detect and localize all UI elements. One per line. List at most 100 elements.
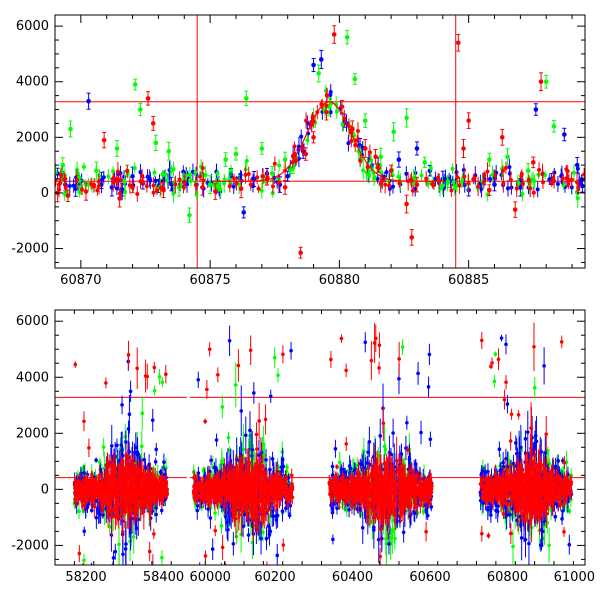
bottom-point bbox=[542, 364, 546, 368]
bottom-point bbox=[525, 430, 530, 434]
top-point bbox=[97, 173, 102, 178]
top-point bbox=[144, 184, 149, 189]
bottom-point bbox=[82, 419, 86, 424]
top-point bbox=[334, 109, 339, 114]
bottom-point bbox=[504, 342, 508, 347]
bottom-point bbox=[259, 450, 264, 455]
bottom-point bbox=[280, 509, 285, 513]
top-point bbox=[130, 173, 135, 179]
top-point bbox=[138, 107, 143, 112]
top-point bbox=[505, 154, 510, 160]
top-point bbox=[212, 189, 218, 194]
top-point bbox=[152, 170, 157, 175]
top-point bbox=[503, 165, 508, 170]
top-point bbox=[140, 173, 145, 178]
top-point bbox=[572, 170, 577, 175]
bottom-point bbox=[212, 465, 217, 470]
top-point bbox=[562, 132, 567, 137]
bottom-point bbox=[330, 473, 335, 477]
top-series-0 bbox=[55, 49, 585, 219]
bottom-point bbox=[376, 537, 381, 542]
bottom-point bbox=[117, 567, 121, 571]
top-point bbox=[86, 98, 91, 104]
bottom-point bbox=[429, 505, 434, 509]
top-point bbox=[391, 184, 396, 189]
top-point bbox=[160, 172, 165, 177]
top-point bbox=[445, 179, 451, 185]
bottom-point bbox=[360, 525, 365, 530]
top-point bbox=[173, 182, 178, 187]
top-point bbox=[574, 162, 580, 168]
bottom-point bbox=[153, 459, 158, 464]
bottom-point bbox=[378, 434, 383, 438]
top-series-1 bbox=[55, 30, 580, 223]
bottom-point bbox=[391, 431, 395, 435]
bottom-point bbox=[117, 542, 121, 547]
bottom-point bbox=[94, 515, 99, 520]
top-plot-area bbox=[55, 15, 585, 268]
top-point bbox=[355, 138, 360, 143]
top-point bbox=[388, 168, 394, 173]
top-point bbox=[476, 184, 481, 189]
top-point bbox=[169, 168, 174, 173]
bottom-point bbox=[501, 460, 505, 465]
top-point bbox=[487, 157, 492, 162]
bottom-point bbox=[111, 556, 116, 560]
bottom-point bbox=[82, 471, 86, 475]
top-point bbox=[151, 190, 156, 195]
bottom-point bbox=[94, 458, 98, 462]
top-point bbox=[566, 178, 571, 183]
top-point bbox=[528, 186, 533, 191]
bottom-point bbox=[400, 345, 405, 349]
bottom-point bbox=[499, 336, 504, 340]
top-point bbox=[246, 171, 251, 176]
bottom-point bbox=[82, 529, 87, 534]
bottom-point bbox=[341, 501, 345, 506]
bottom-point bbox=[505, 402, 510, 406]
top-point bbox=[424, 176, 429, 181]
top-point bbox=[456, 40, 461, 46]
top-point bbox=[431, 183, 436, 188]
top-point bbox=[171, 191, 176, 196]
bottom-point bbox=[97, 506, 101, 511]
top-point bbox=[472, 175, 477, 180]
bottom-point bbox=[486, 469, 490, 474]
top-point bbox=[215, 171, 220, 176]
top-point bbox=[256, 186, 261, 191]
top-point bbox=[184, 173, 189, 178]
bottom-point bbox=[239, 532, 243, 537]
top-point bbox=[282, 185, 288, 190]
top-point bbox=[521, 181, 526, 186]
bottom-point bbox=[352, 468, 357, 473]
bottom-point bbox=[152, 388, 157, 393]
bottom-point bbox=[101, 445, 106, 449]
top-point bbox=[65, 193, 71, 199]
top-point bbox=[300, 146, 305, 151]
bottom-point bbox=[489, 513, 493, 517]
bottom-point bbox=[538, 450, 543, 455]
bottom-point bbox=[567, 509, 572, 513]
top-point bbox=[383, 182, 388, 187]
top-point bbox=[259, 188, 264, 193]
top-point bbox=[526, 177, 531, 182]
top-plot-frame bbox=[54, 14, 586, 269]
bottom-point bbox=[398, 519, 402, 523]
bottom-point bbox=[335, 506, 339, 511]
bottom-point bbox=[478, 498, 483, 503]
bottom-point bbox=[268, 467, 272, 472]
top-point bbox=[582, 172, 585, 177]
top-point bbox=[74, 177, 79, 182]
top-point bbox=[232, 176, 237, 181]
top-ytick-label: 6000 bbox=[16, 19, 49, 34]
bottom-point bbox=[486, 505, 490, 510]
top-point bbox=[378, 181, 383, 186]
bottom-point bbox=[162, 460, 166, 464]
top-point bbox=[540, 180, 545, 185]
bottom-point bbox=[389, 452, 393, 457]
bottom-point bbox=[142, 458, 147, 462]
bottom-point bbox=[97, 460, 102, 464]
top-point bbox=[89, 181, 94, 186]
bottom-point bbox=[124, 440, 128, 444]
top-point bbox=[244, 96, 249, 101]
bottom-point bbox=[280, 450, 285, 454]
